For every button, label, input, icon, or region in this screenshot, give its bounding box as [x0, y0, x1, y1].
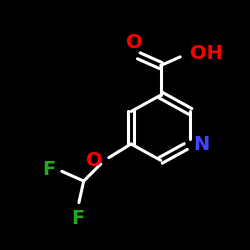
Text: O: O: [126, 33, 142, 52]
Text: O: O: [86, 151, 103, 170]
Text: F: F: [71, 209, 85, 228]
Text: F: F: [42, 160, 56, 179]
Text: N: N: [193, 134, 210, 154]
Text: OH: OH: [190, 44, 223, 63]
